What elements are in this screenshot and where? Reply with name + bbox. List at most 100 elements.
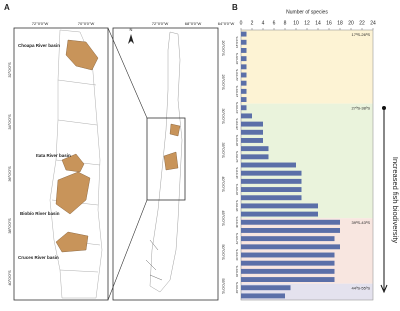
y-tick-label: 38°0'0"S [235,200,239,212]
lon-label: 72°0'0"W [152,21,169,26]
y-tick-label: 44°0'0"S [235,249,239,261]
region-label: 27ºS-38ºS [352,106,371,111]
x-tick-label: 16 [326,20,332,26]
lat-label: 20°0'0"S [221,40,226,56]
basin-label: Itata River basin [36,153,71,158]
bar [241,252,335,258]
y-tick-label: 32°0'0"S [235,151,239,163]
bar [241,113,252,119]
lon-label: 72°0'0"W [32,21,49,26]
y-tick-label: 30°0'0"S [235,135,239,147]
bar [241,219,340,225]
x-tick-label: 4 [262,20,265,26]
x-tick-label: 22 [359,20,365,26]
lat-label: 40°0'0"S [221,176,226,192]
bar [241,268,335,274]
x-tick-label: 18 [337,20,343,26]
region-band [241,30,373,104]
bar [241,80,247,86]
x-tick-label: 2 [251,20,254,26]
bar [241,260,335,266]
y-tick-label: 48°0'0"S [235,282,239,294]
lat-label: 25°0'0"S [221,74,226,90]
x-tick-label: 6 [273,20,276,26]
bar [241,203,318,209]
lat-label: 55°0'0"S [221,278,226,294]
y-tick-label: 18°0'0"S [235,37,239,49]
y-tick-label: 34°0'0"S [235,167,239,179]
bar [241,178,302,184]
bar [241,138,263,143]
bar [241,293,285,299]
x-tick-label: 14 [315,20,321,26]
panel-label: B [232,3,238,12]
arrow [380,108,388,294]
x-axis-title: Number of species [286,9,328,15]
lon-label: 68°0'0"W [185,21,202,26]
bar [241,31,247,37]
bar [241,56,247,62]
x-tick-label: 10 [293,20,299,26]
lat-label: 50°0'0"S [221,244,226,260]
lat-label: 34°0'0"S [7,114,12,130]
y-tick-label: 24°0'0"S [235,86,239,98]
bar [241,105,247,111]
bar [241,170,302,176]
y-tick-label: 46°0'0"S [235,266,239,278]
x-tick-label: 8 [284,20,287,26]
zoom-box [146,117,186,201]
bar [241,277,335,282]
bar [241,48,247,53]
bar [241,162,296,168]
lon-label: 64°0'0"W [218,21,235,26]
x-tick-label: 0 [240,20,243,26]
bar [241,228,340,233]
y-tick-label: 40°0'0"S [235,217,239,229]
x-tick-label: 20 [348,20,354,26]
basin-label: Cruces River basin [18,255,59,260]
bar [241,154,269,160]
y-tick-label: 36°0'0"S [235,184,239,196]
lon-label: 70°0'0"W [78,21,95,26]
bar [241,244,340,250]
bar [241,88,247,94]
bar [241,64,247,70]
bar [241,236,335,242]
main-map [145,31,183,293]
bar [241,129,263,135]
x-tick-label: 12 [304,20,310,26]
lat-label: 38°0'0"S [7,218,12,234]
y-tick-label: 42°0'0"S [235,233,239,245]
bar [241,39,247,45]
panel-label: A [4,3,10,12]
region-band [241,103,373,219]
bar [241,285,291,291]
y-tick-label: 28°0'0"S [235,118,239,130]
north-label: N [130,27,133,32]
north-arrow [128,34,134,44]
lat-label: 40°0'0"S [7,270,12,286]
x-tick-label: 24 [370,20,376,26]
basin-label: Choapa River basin [18,43,60,48]
bar [241,187,302,192]
lat-label: 36°0'0"S [7,166,12,182]
y-tick-label: 26°0'0"S [235,102,239,114]
y-tick-label: 20°0'0"S [235,53,239,65]
lat-label: 45°0'0"S [221,210,226,226]
side-label: Increased fish biodiversity [391,157,400,244]
lat-label: 32°0'0"S [7,62,12,78]
y-tick-label: 22°0'0"S [235,69,239,81]
bar [241,97,247,102]
bar [241,121,263,127]
zoom-lines [107,27,148,301]
lat-label: 35°0'0"S [221,142,226,158]
bar [241,72,247,78]
inset-map [49,29,103,299]
region-label: 44ºS-55ºS [352,286,371,291]
region-label: 17ºS-26ºS [352,32,371,37]
lat-label: 30°0'0"S [221,108,226,124]
bar [241,146,269,152]
bar [241,211,318,217]
region-label: 39ºS-43ºS [352,220,371,225]
